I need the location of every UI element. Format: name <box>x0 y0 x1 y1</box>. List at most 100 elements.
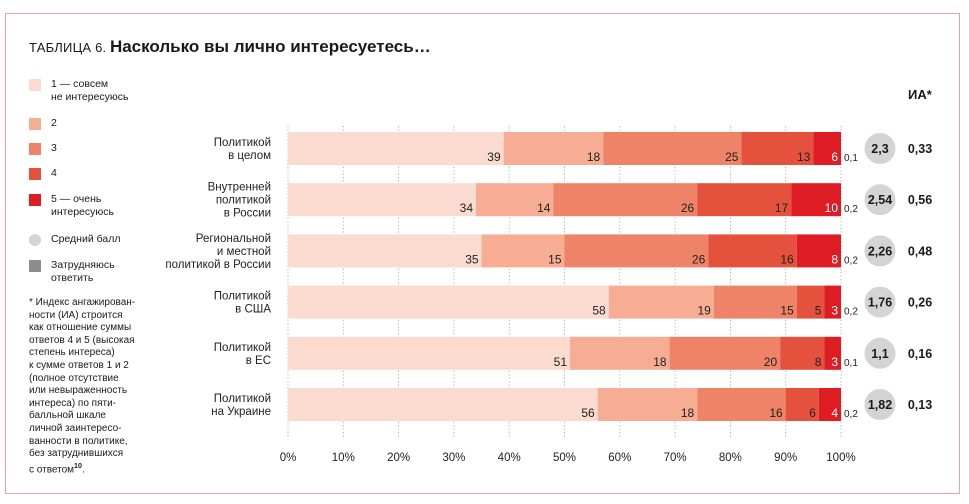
x-tick-label: 90% <box>774 452 797 464</box>
bar-segment <box>288 336 571 370</box>
ia-value: 0,13 <box>908 398 932 412</box>
mean-circle <box>864 235 896 267</box>
footnote-line: (полное отсутствие <box>29 372 119 384</box>
mean-circle <box>864 389 896 420</box>
data-label: 56 <box>581 406 595 420</box>
x-tick-label: 40% <box>498 452 521 464</box>
dk-value: 0,2 <box>844 307 858 318</box>
footnote: * Индекс ангажирован-ности (ИА) строится… <box>29 297 164 477</box>
x-tick-label: 100% <box>826 452 855 464</box>
footnote-line: с ответом10. <box>29 462 85 476</box>
category-label: в ЕС <box>246 355 271 367</box>
dk-value: 0,2 <box>844 409 858 420</box>
data-label: 6 <box>831 150 838 164</box>
dk-value: 0,2 <box>844 255 858 266</box>
data-label: 8 <box>815 355 822 369</box>
data-label: 18 <box>681 406 695 420</box>
category-label: в целом <box>228 150 271 162</box>
data-label: 3 <box>831 304 838 318</box>
legend-swatch-4 <box>29 168 41 180</box>
mean-value: 1,76 <box>868 296 892 310</box>
category-label: Политикой <box>214 393 271 405</box>
mean-circle <box>864 184 896 216</box>
data-label: 25 <box>725 150 739 164</box>
mean-value: 1,1 <box>871 347 888 361</box>
bar-segment <box>288 234 482 268</box>
bar-segment <box>503 132 604 165</box>
mean-value: 1,82 <box>868 398 892 412</box>
mean-circle <box>864 286 896 318</box>
mean-value: 2,26 <box>868 244 892 258</box>
ia-value: 0,16 <box>908 347 932 361</box>
category-label: в США <box>235 304 271 316</box>
bar-segment <box>697 388 786 421</box>
footnote-line: балльной шкале <box>29 410 106 422</box>
bar-segment <box>713 285 797 319</box>
legend-dk-label-b: ответить <box>51 272 94 284</box>
data-label: 8 <box>831 252 838 266</box>
legend-label-4: 4 <box>51 167 57 179</box>
bar-segment <box>288 183 477 217</box>
data-label: 6 <box>809 406 816 420</box>
bar-segment <box>813 132 841 165</box>
bar-segment <box>476 183 554 217</box>
bar-segment <box>669 336 781 370</box>
legend-swatch-3 <box>29 143 41 155</box>
footnote-line: как отношение суммы <box>29 322 132 334</box>
legend-dk-swatch <box>29 260 41 272</box>
ia-value: 0,26 <box>908 296 932 310</box>
category-label: и местной <box>217 246 271 258</box>
footnote-line: к сумме ответов 1 и 2 <box>29 359 129 371</box>
footnote-line: интереса) по пяти- <box>29 397 117 409</box>
bar-segment <box>824 336 841 370</box>
bar-segment <box>818 388 841 421</box>
ia-value: 0,33 <box>908 142 932 156</box>
legend-mean-label: Средний балл <box>51 233 121 245</box>
x-tick-label: 70% <box>664 452 687 464</box>
table-question: Насколько вы лично интересуетесь… <box>109 37 431 56</box>
category-label: Внутренней <box>208 182 271 194</box>
bar-segment <box>570 336 670 370</box>
legend-dk-label: Затрудняюсь <box>51 259 115 271</box>
data-label: 3 <box>831 355 838 369</box>
footnote-ref: 10 <box>74 462 82 470</box>
legend-label-5b: интересуюсь <box>51 206 114 218</box>
table-title: ТАБЛИЦА 6. Насколько вы лично интересует… <box>29 37 431 57</box>
table-number: ТАБЛИЦА 6. <box>29 40 107 55</box>
data-label: 34 <box>460 201 474 215</box>
legend-swatch-2 <box>29 118 41 130</box>
legend-swatch-1 <box>29 79 41 91</box>
mean-circle <box>864 337 896 369</box>
legend-swatch-5 <box>29 194 41 206</box>
x-tick-label: 60% <box>608 452 631 464</box>
legend-label-5: 5 — очень <box>51 193 102 205</box>
legend-label-3: 3 <box>51 142 57 154</box>
ia-value: 0,56 <box>908 193 932 207</box>
data-label: 19 <box>697 304 711 318</box>
bar-segment <box>288 132 504 165</box>
x-tick-label: 20% <box>387 452 410 464</box>
bar-segment <box>553 183 698 217</box>
bar-segment <box>796 285 825 319</box>
bar-segment <box>597 388 698 421</box>
legend-label-1: 1 — совсем <box>51 78 109 90</box>
category-label: Политикой <box>214 342 271 354</box>
data-label: 18 <box>653 355 667 369</box>
legend-label-2: 2 <box>51 117 57 129</box>
mean-value: 2,3 <box>871 142 888 156</box>
data-label: 5 <box>815 304 822 318</box>
data-label: 58 <box>592 304 606 318</box>
mean-value: 2,54 <box>868 193 892 207</box>
data-label: 14 <box>537 201 551 215</box>
ia-column-header: ИА* <box>908 87 932 102</box>
data-label: 26 <box>681 201 695 215</box>
data-label: 17 <box>775 201 789 215</box>
legend-label-1b: не интересуюсь <box>51 91 129 103</box>
bar-segment <box>608 285 714 319</box>
data-label: 10 <box>825 201 839 215</box>
bar-segment <box>785 388 819 421</box>
ia-value: 0,48 <box>908 244 932 258</box>
data-label: 16 <box>780 252 794 266</box>
category-label: в России <box>224 208 271 220</box>
